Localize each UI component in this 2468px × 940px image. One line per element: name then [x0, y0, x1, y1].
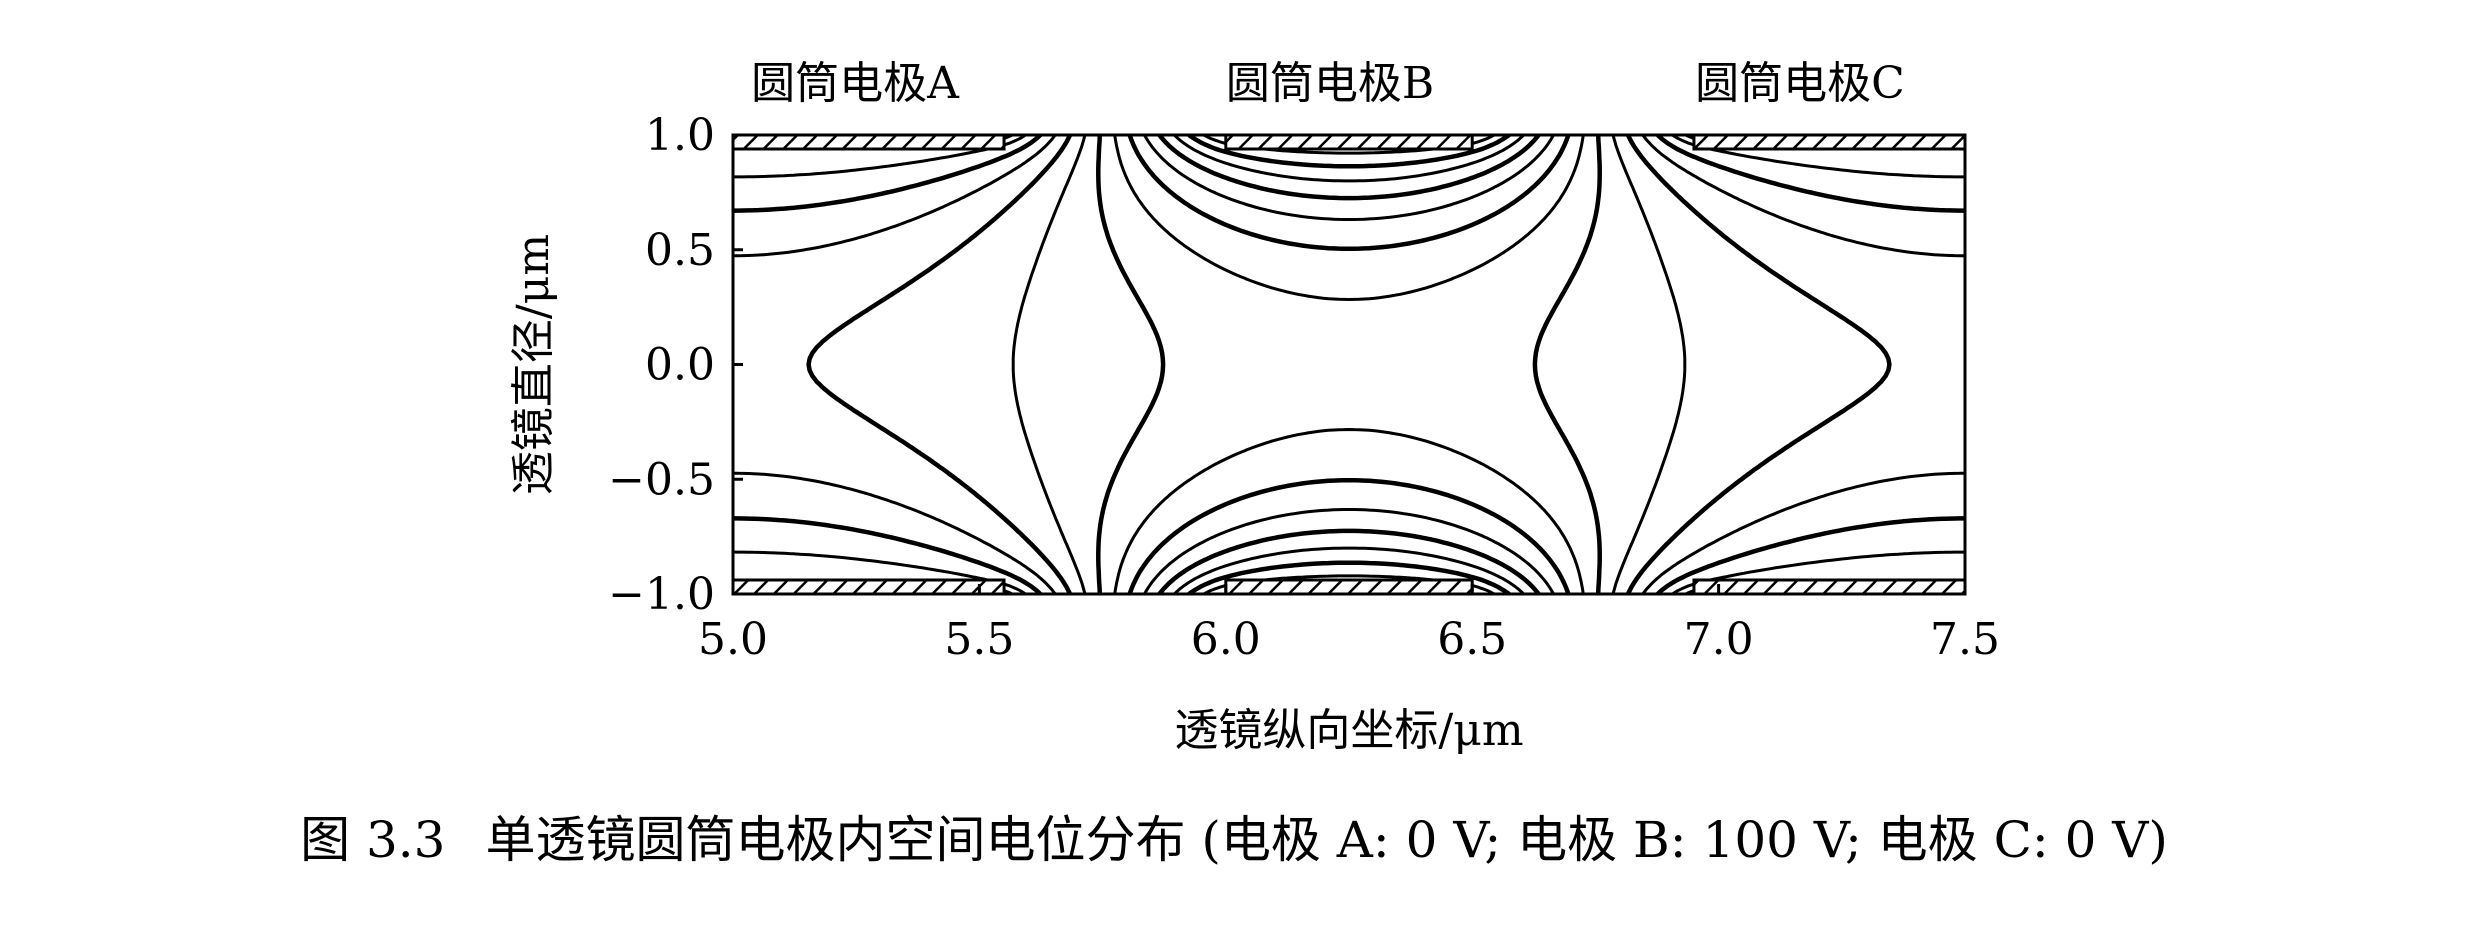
electrode-top: [731, 133, 1006, 151]
x-axis-label: 透镜纵向坐标/μm: [1174, 705, 1523, 756]
contour-line: [1096, 135, 1602, 594]
figure-caption: 图 3.3 单透镜圆筒电极内空间电位分布 (电极 A: 0 V; 电极 B: 10…: [0, 800, 2468, 872]
contour-line: [1142, 135, 1556, 594]
contour-line: [1011, 135, 1687, 594]
x-tick-label: 6.0: [1191, 614, 1261, 665]
electrode-label: 圆筒电极C: [1695, 58, 1905, 109]
y-tick-label: −0.5: [608, 454, 715, 505]
contour-chart: 5.0 5.5 6.0 6.5 7.0 7.5 1.0 0.5 0.0 −0.5 −1.0 圆筒电极…: [508, 58, 2000, 756]
contour-line: [733, 135, 1965, 594]
contour-line: [733, 135, 1965, 594]
contour-line: [733, 135, 1965, 594]
x-tick-label: 5.5: [944, 614, 1014, 665]
y-tick-label: 1.0: [645, 110, 715, 161]
electrode-top: [1692, 133, 1967, 151]
y-tick-label: 0.5: [645, 225, 715, 276]
contour-line: [1186, 135, 1512, 594]
contour-line: [1113, 135, 1585, 594]
x-tick-label: 7.0: [1684, 614, 1754, 665]
electrode-bottom: [1692, 578, 1967, 596]
y-tick-label: −1.0: [608, 569, 715, 620]
contour-line: [1127, 135, 1571, 594]
electrode-bottom: [1224, 578, 1474, 596]
contour-line: [806, 135, 1892, 594]
x-tick-label: 5.0: [698, 614, 768, 665]
electrode-top: [1224, 133, 1474, 151]
y-axis-label: 透镜直径/μm: [508, 234, 559, 495]
contour-line: [1172, 135, 1526, 594]
y-tick-label: 0.0: [645, 340, 715, 391]
electrode-label: 圆筒电极A: [751, 58, 960, 109]
caption-text: 单透镜圆筒电极内空间电位分布 (电极 A: 0 V; 电极 B: 100 V; …: [485, 811, 2168, 869]
x-tick-label: 6.5: [1437, 614, 1507, 665]
x-tick-label: 7.5: [1930, 614, 2000, 665]
contour-line: [733, 135, 1965, 594]
electrode-label: 圆筒电极B: [1226, 58, 1434, 109]
plot-frame: [731, 133, 1967, 596]
electrode-bottom: [731, 578, 1006, 596]
contour-line: [1157, 135, 1541, 594]
caption-number: 图 3.3: [300, 811, 446, 869]
